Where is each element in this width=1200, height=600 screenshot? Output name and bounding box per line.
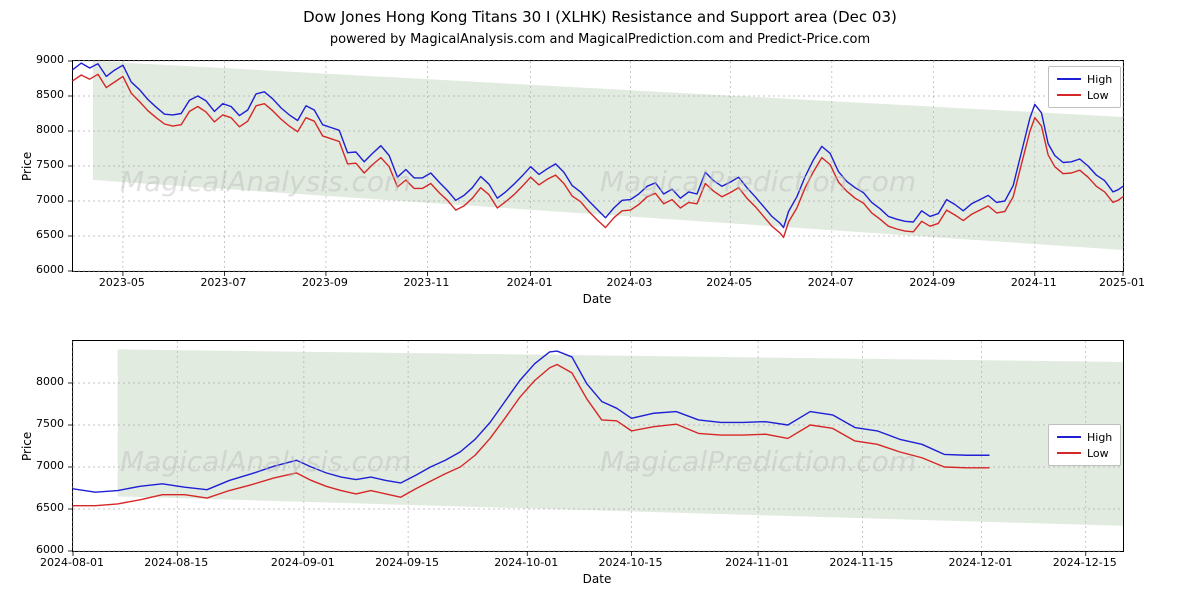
xtick-label: 2024-07 [791, 276, 871, 289]
chart-top-xlabel: Date [72, 292, 1122, 306]
xtick-label: 2023-09 [285, 276, 365, 289]
xtick-label: 2024-09 [892, 276, 972, 289]
ytick-label: 6500 [24, 501, 64, 514]
ytick-label: 6000 [24, 543, 64, 556]
xtick-label: 2024-08-01 [32, 556, 112, 569]
ytick-label: 6500 [24, 228, 64, 241]
xtick-label: 2024-09-01 [263, 556, 343, 569]
figure: Dow Jones Hong Kong Titans 30 I (XLHK) R… [0, 0, 1200, 600]
legend-row-low: Low [1057, 87, 1112, 103]
legend-swatch-high [1057, 78, 1081, 80]
xtick-label: 2024-11-01 [717, 556, 797, 569]
legend-swatch-low [1057, 94, 1081, 96]
ytick-label: 7000 [24, 459, 64, 472]
ytick-label: 7500 [24, 158, 64, 171]
figure-title: Dow Jones Hong Kong Titans 30 I (XLHK) R… [0, 8, 1200, 26]
chart-top [72, 60, 1124, 272]
chart-bottom-ylabel: Price [20, 432, 34, 461]
xtick-label: 2024-03 [589, 276, 669, 289]
xtick-label: 2024-12-01 [941, 556, 1021, 569]
chart-top-svg [73, 61, 1123, 271]
xtick-label: 2024-12-15 [1045, 556, 1125, 569]
legend-swatch-low [1057, 452, 1081, 454]
ytick-label: 7500 [24, 417, 64, 430]
chart-bottom [72, 340, 1124, 552]
xtick-label: 2023-07 [183, 276, 263, 289]
ytick-label: 7000 [24, 193, 64, 206]
chart-top-legend: High Low [1048, 66, 1121, 108]
xtick-label: 2024-11 [994, 276, 1074, 289]
chart-bottom-legend: High Low [1048, 424, 1121, 466]
ytick-label: 8500 [24, 88, 64, 101]
xtick-label: 2024-09-15 [367, 556, 447, 569]
legend-row-high: High [1057, 71, 1112, 87]
legend-row-high: High [1057, 429, 1112, 445]
ytick-label: 8000 [24, 123, 64, 136]
xtick-label: 2024-05 [689, 276, 769, 289]
xtick-label: 2024-10-15 [591, 556, 671, 569]
xtick-label: 2024-10-01 [486, 556, 566, 569]
xtick-label: 2023-05 [82, 276, 162, 289]
figure-subtitle: powered by MagicalAnalysis.com and Magic… [0, 32, 1200, 47]
xtick-label: 2024-11-15 [821, 556, 901, 569]
legend-label-low: Low [1087, 89, 1109, 102]
xtick-label: 2025-01 [1082, 276, 1162, 289]
legend-swatch-high [1057, 436, 1081, 438]
ytick-label: 6000 [24, 263, 64, 276]
chart-bottom-xlabel: Date [72, 572, 1122, 586]
legend-label-low: Low [1087, 447, 1109, 460]
xtick-label: 2024-01 [490, 276, 570, 289]
ytick-label: 9000 [24, 53, 64, 66]
legend-label-high: High [1087, 431, 1112, 444]
xtick-label: 2024-08-15 [136, 556, 216, 569]
legend-row-low: Low [1057, 445, 1112, 461]
ytick-label: 8000 [24, 375, 64, 388]
chart-bottom-svg [73, 341, 1123, 551]
xtick-label: 2023-11 [386, 276, 466, 289]
legend-label-high: High [1087, 73, 1112, 86]
